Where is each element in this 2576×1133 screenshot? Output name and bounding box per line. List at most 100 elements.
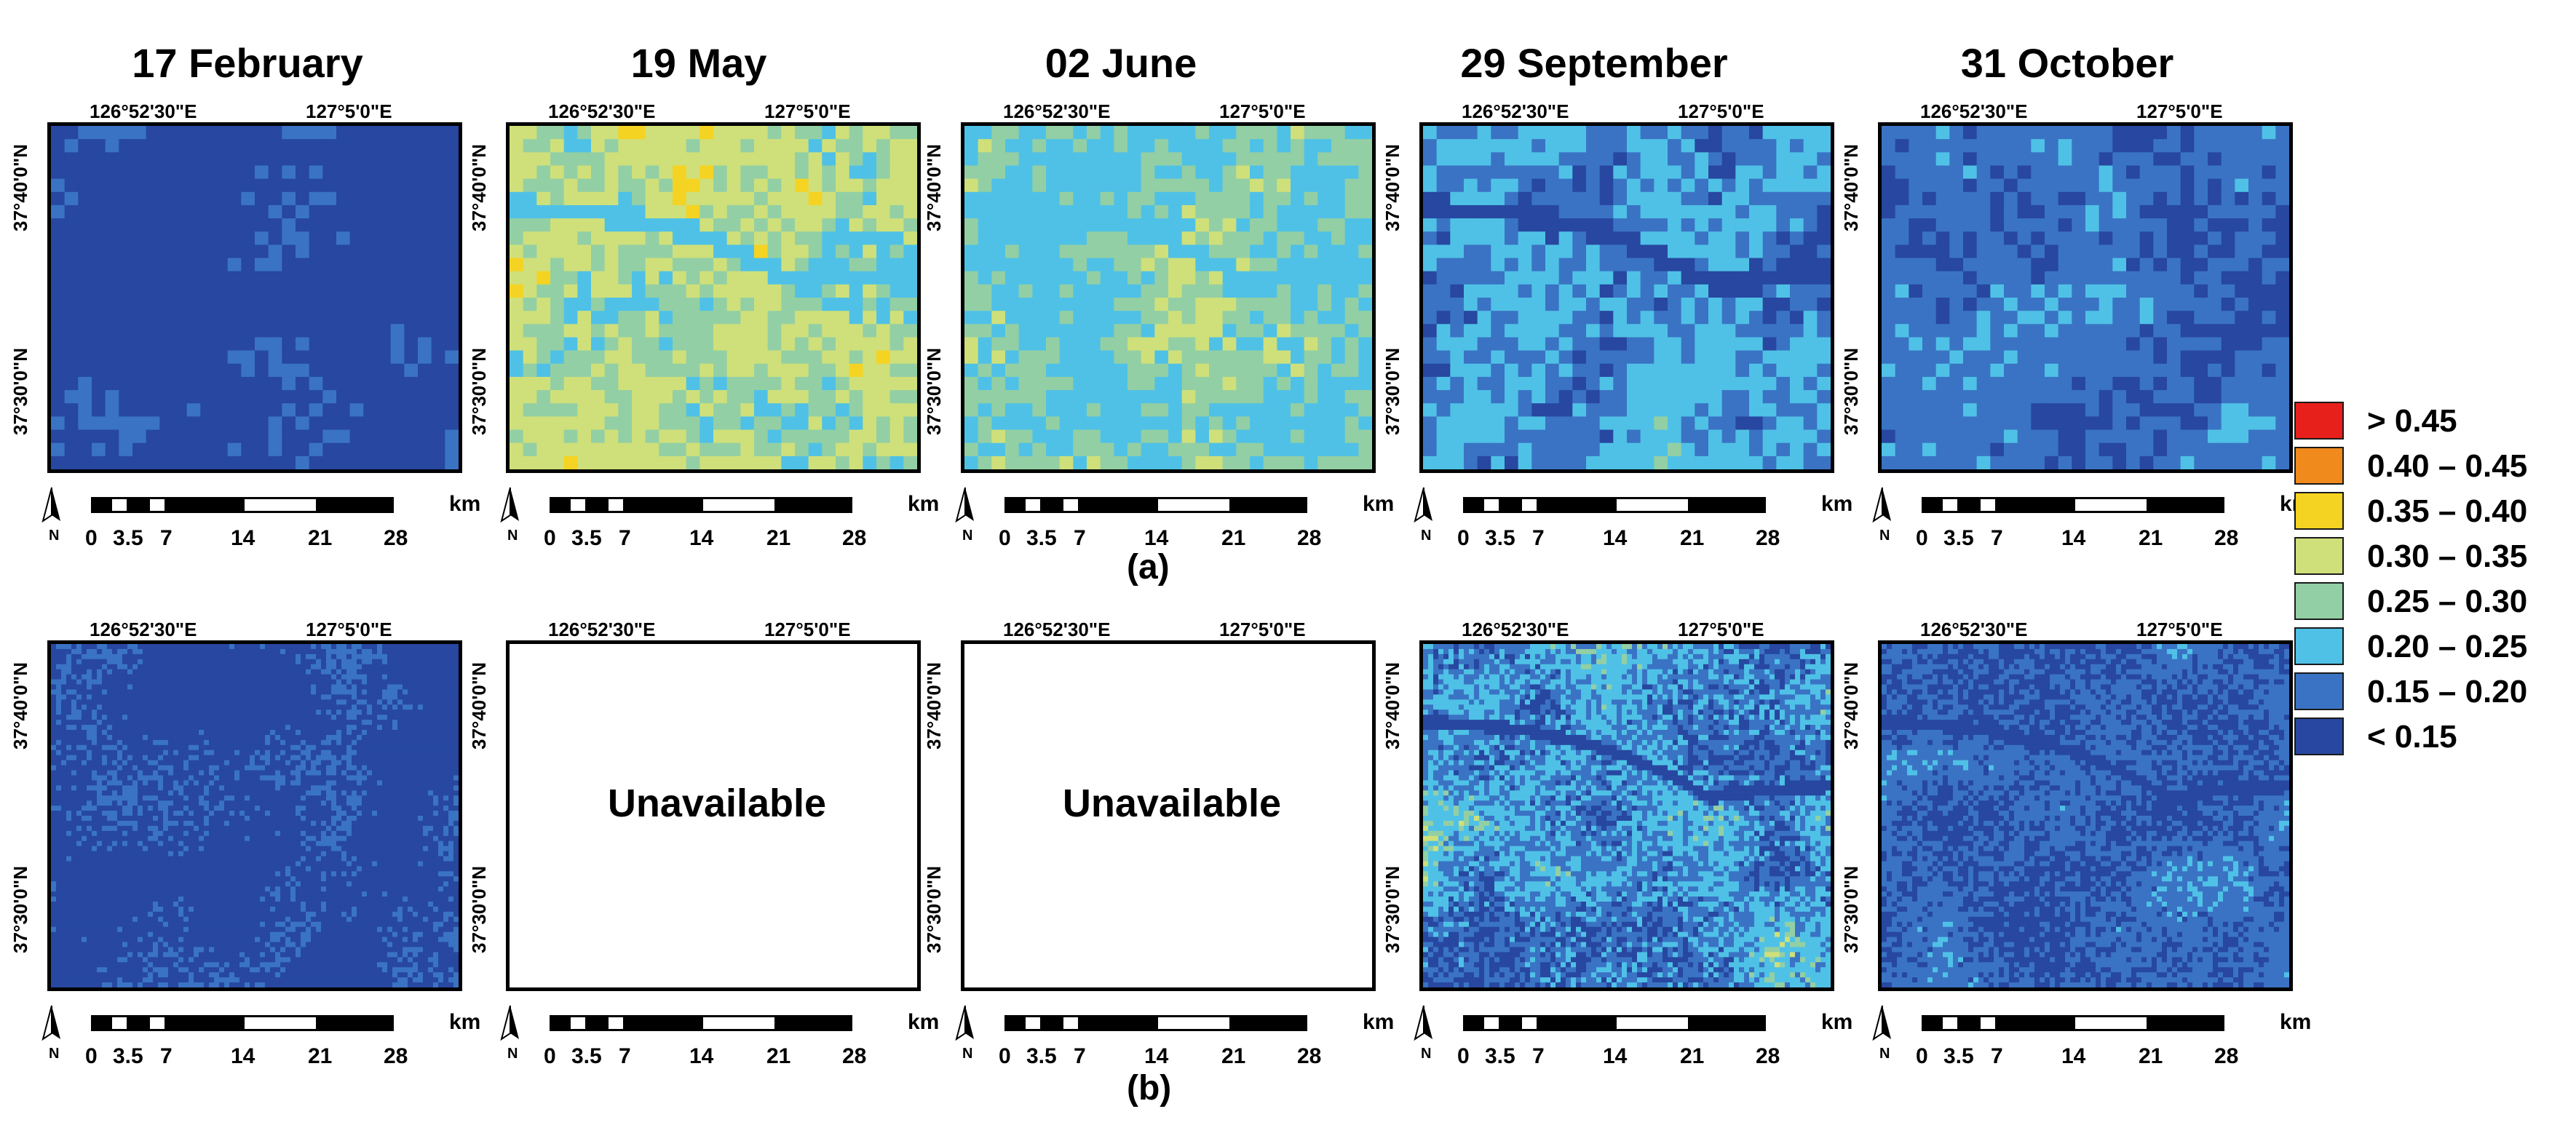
- scale-tick: 28: [2214, 526, 2238, 551]
- scale-tick: 7: [619, 526, 631, 551]
- lat-label-bottom: 37°30'0"N: [9, 348, 32, 435]
- north-arrow-icon: N: [955, 487, 974, 544]
- scale-tick: 3.5: [1026, 526, 1057, 551]
- scale-tick: 28: [842, 526, 866, 551]
- raster-cells: [1882, 126, 2289, 469]
- scale-bar: [1463, 1015, 1812, 1031]
- scale-unit: km: [1363, 1010, 1394, 1035]
- raster-cells: [51, 126, 459, 469]
- legend-item: 0.35 – 0.40: [2294, 492, 2576, 536]
- scale-tick: 0: [999, 526, 1011, 551]
- legend-item: 0.30 – 0.35: [2294, 537, 2576, 581]
- north-arrow-icon: N: [41, 487, 60, 544]
- svg-text:N: N: [507, 528, 518, 544]
- scale-unit: km: [908, 492, 939, 517]
- lon-label-left: 126°52'30"E: [1003, 100, 1110, 123]
- lat-label-bottom: 37°30'0"N: [468, 866, 491, 953]
- svg-text:N: N: [962, 528, 972, 544]
- scale-tick: 14: [2061, 1044, 2085, 1069]
- scale-tick: 7: [1991, 526, 2003, 551]
- scale-tick: 3.5: [1026, 1044, 1057, 1069]
- lon-label-left: 126°52'30"E: [90, 100, 197, 123]
- lon-label-left: 126°52'30"E: [1462, 100, 1569, 123]
- lat-label-bottom: 37°30'0"N: [923, 348, 946, 435]
- map-image: Unavailable: [961, 640, 1376, 991]
- lon-label-right: 127°5'0"E: [2136, 619, 2223, 641]
- scale-tick: 7: [160, 526, 173, 551]
- scale-tick: 0: [544, 1044, 556, 1069]
- lat-label-bottom: 37°30'0"N: [923, 866, 946, 953]
- lon-label-left: 126°52'30"E: [1920, 100, 2027, 123]
- scale-tick: 14: [689, 526, 713, 551]
- scale-unit: km: [449, 492, 480, 517]
- lat-label-top: 37°40'0"N: [923, 144, 946, 231]
- scale-tick: 14: [1144, 526, 1168, 551]
- row-label-a: (a): [1127, 547, 1170, 587]
- scale-tick: 28: [1297, 526, 1321, 551]
- lat-label-top: 37°40'0"N: [1382, 662, 1404, 750]
- legend-swatch: [2294, 447, 2344, 485]
- scale-tick: 7: [160, 1044, 173, 1069]
- scale-tick: 3.5: [113, 526, 143, 551]
- lat-label-top: 37°40'0"N: [923, 662, 946, 750]
- lat-label-bottom: 37°30'0"N: [1382, 348, 1404, 435]
- lat-label-bottom: 37°30'0"N: [1382, 866, 1404, 953]
- legend-label: 0.30 – 0.35: [2367, 538, 2527, 575]
- legend-label: 0.25 – 0.30: [2367, 584, 2527, 620]
- legend-item: 0.40 – 0.45: [2294, 447, 2576, 490]
- scale-unit: km: [1363, 492, 1394, 517]
- lat-label-top: 37°40'0"N: [1840, 662, 1863, 750]
- map-image: [1878, 122, 2293, 473]
- scale-bar: [91, 497, 440, 513]
- column-title-4: 29 September: [1368, 39, 1820, 87]
- north-arrow-icon: N: [1414, 1005, 1432, 1062]
- scale-tick: 21: [308, 526, 332, 551]
- legend-swatch: [2294, 627, 2344, 665]
- legend-swatch: [2294, 492, 2344, 530]
- scale-tick: 21: [1680, 1044, 1704, 1069]
- scale-tick: 21: [766, 1044, 790, 1069]
- lat-label-top: 37°40'0"N: [9, 662, 32, 750]
- raster-cells: [1423, 644, 1831, 987]
- lat-label-bottom: 37°30'0"N: [468, 348, 491, 435]
- legend-swatch: [2294, 717, 2344, 755]
- legend-swatch: [2294, 672, 2344, 710]
- scale-tick: 28: [384, 526, 408, 551]
- lat-label-top: 37°40'0"N: [468, 662, 491, 750]
- scale-bar: [91, 1015, 440, 1031]
- map-image: [506, 122, 921, 473]
- lon-label-right: 127°5'0"E: [1678, 619, 1764, 641]
- map-image: [47, 122, 462, 473]
- north-arrow-icon: N: [955, 1005, 974, 1062]
- scale-tick: 7: [1074, 1044, 1086, 1069]
- legend-item: 0.15 – 0.20: [2294, 672, 2576, 716]
- legend-swatch: [2294, 402, 2344, 440]
- scale-tick: 14: [1603, 1044, 1627, 1069]
- lon-label-left: 126°52'30"E: [548, 100, 655, 123]
- lat-label-bottom: 37°30'0"N: [1840, 866, 1863, 953]
- scale-unit: km: [908, 1010, 939, 1035]
- column-title-1: 17 February: [22, 39, 473, 87]
- legend-item: < 0.15: [2294, 717, 2576, 761]
- scale-tick: 0: [1916, 1044, 1928, 1069]
- scale-tick: 3.5: [1943, 1044, 1974, 1069]
- scale-tick: 21: [1680, 526, 1704, 551]
- lat-label-top: 37°40'0"N: [468, 144, 491, 231]
- scale-tick: 28: [1756, 526, 1780, 551]
- scale-tick: 7: [1991, 1044, 2003, 1069]
- scale-unit: km: [1821, 492, 1852, 517]
- row-label-b: (b): [1127, 1068, 1171, 1108]
- scale-tick: 21: [2139, 1044, 2163, 1069]
- scale-tick: 0: [85, 526, 98, 551]
- legend-label: 0.40 – 0.45: [2367, 448, 2527, 485]
- legend-swatch: [2294, 582, 2344, 620]
- unavailable-label: Unavailable: [964, 781, 1372, 826]
- scale-tick: 21: [1221, 1044, 1245, 1069]
- scale-tick: 3.5: [1943, 526, 1974, 551]
- scale-tick: 0: [999, 1044, 1011, 1069]
- raster-cells: [1423, 126, 1831, 469]
- scale-tick: 7: [1532, 526, 1545, 551]
- scale-tick: 3.5: [1485, 1044, 1515, 1069]
- scale-unit: km: [449, 1010, 480, 1035]
- scale-tick: 0: [1457, 526, 1470, 551]
